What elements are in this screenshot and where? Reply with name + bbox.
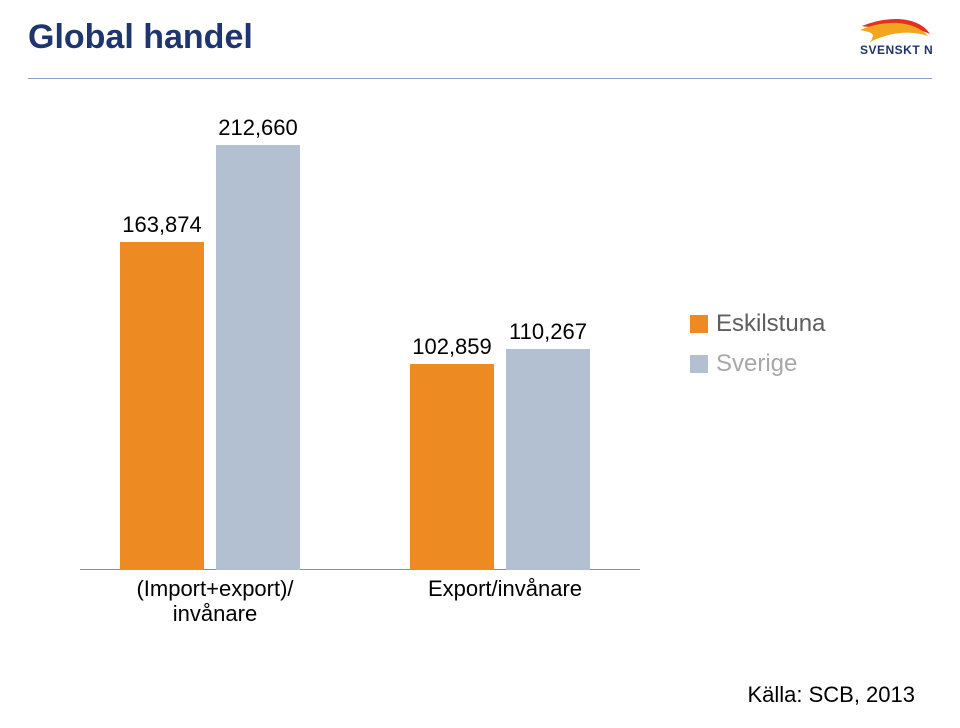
legend-item-eskilstuna: Eskilstuna [690,310,825,338]
brand-logo-svg: SVENSKT NÄRINGSLIV [742,12,932,64]
chart: 163,874212,660102,859110,267 (Import+exp… [80,130,900,630]
category-label-0: (Import+export)/invånare [100,576,330,627]
legend-swatch [690,315,708,333]
legend-item-sverige: Sverige [690,350,825,378]
bar-label: 212,660 [218,115,298,141]
legend: Eskilstuna Sverige [690,310,825,390]
bar-sverige-cat0: 212,660 [216,145,300,570]
logo-text: SVENSKT NÄRINGSLIV [860,42,932,57]
header: Global handel SVENSKT NÄRINGSLIV [0,0,960,78]
chart-plot-area: 163,874212,660102,859110,267 [80,130,640,570]
legend-label: Sverige [716,350,797,378]
bar-eskilstuna-cat1: 102,859 [410,364,494,570]
bar-eskilstuna-cat0: 163,874 [120,242,204,570]
bar-sverige-cat1: 110,267 [506,349,590,570]
source-text: Källa: SCB, 2013 [747,682,915,708]
legend-swatch [690,355,708,373]
bar-label: 163,874 [122,212,202,238]
category-label-1: Export/invånare [390,576,620,601]
brand-logo: SVENSKT NÄRINGSLIV [742,12,932,64]
header-divider [28,78,932,79]
page-title: Global handel [28,18,253,57]
legend-label: Eskilstuna [716,310,825,338]
bar-label: 110,267 [509,319,587,345]
bar-label: 102,859 [412,334,492,360]
